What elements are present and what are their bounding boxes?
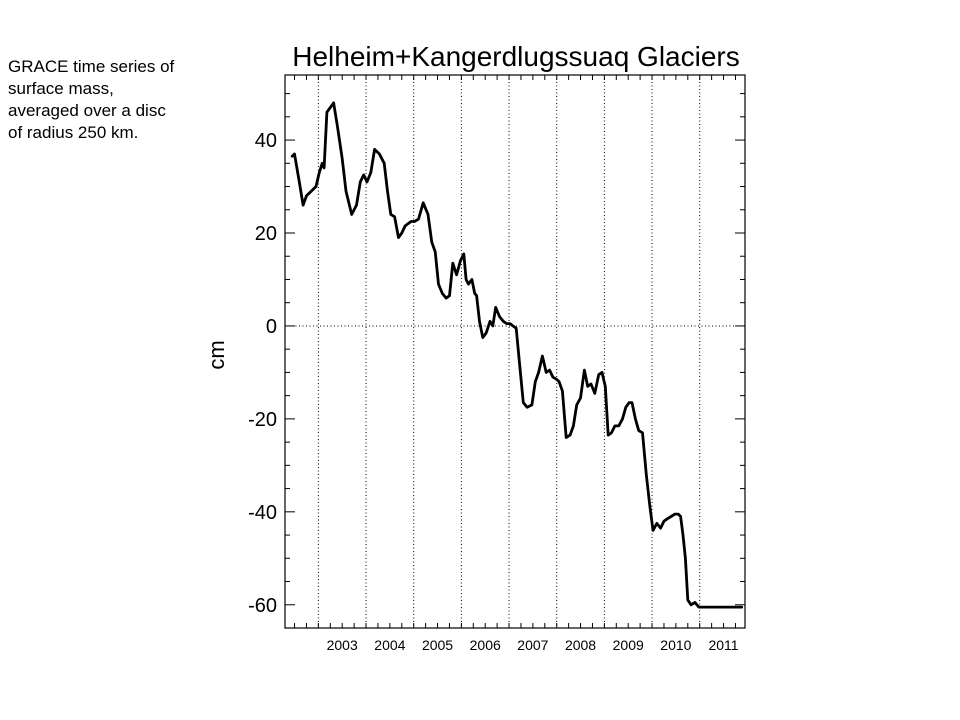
x-tick-label: 2010 — [660, 637, 691, 653]
y-tick-label: -40 — [248, 502, 277, 524]
chart-annotation: GRACE time series of surface mass, avera… — [8, 57, 175, 142]
x-tick-label: 2004 — [374, 637, 405, 653]
y-axis-label: cm — [204, 340, 229, 369]
y-tick-labels: 40 20 0 -20 -40 -60 — [248, 130, 277, 617]
x-tick-label: 2009 — [613, 637, 644, 653]
y-tick-label: 40 — [255, 130, 277, 152]
grid-lines — [285, 75, 745, 628]
series-line — [290, 101, 744, 609]
x-tick-label: 2008 — [565, 637, 596, 653]
x-tick-labels: 2003 2004 2005 2006 2007 2008 2009 2010 2011 — [327, 637, 739, 653]
x-tick-label: 2006 — [470, 637, 501, 653]
y-tick-label: 20 — [255, 223, 277, 245]
axis-ticks — [285, 75, 745, 628]
x-tick-label: 2011 — [708, 637, 738, 653]
y-tick-label: -20 — [248, 409, 277, 431]
x-tick-label: 2007 — [517, 637, 548, 653]
chart-title: Helheim+Kangerdlugssuaq Glaciers — [292, 41, 739, 72]
x-tick-label: 2003 — [327, 637, 358, 653]
plot-frame — [284, 74, 746, 629]
x-tick-label: 2005 — [422, 637, 453, 653]
y-tick-label: -60 — [248, 595, 277, 617]
y-tick-label: 0 — [266, 316, 277, 338]
